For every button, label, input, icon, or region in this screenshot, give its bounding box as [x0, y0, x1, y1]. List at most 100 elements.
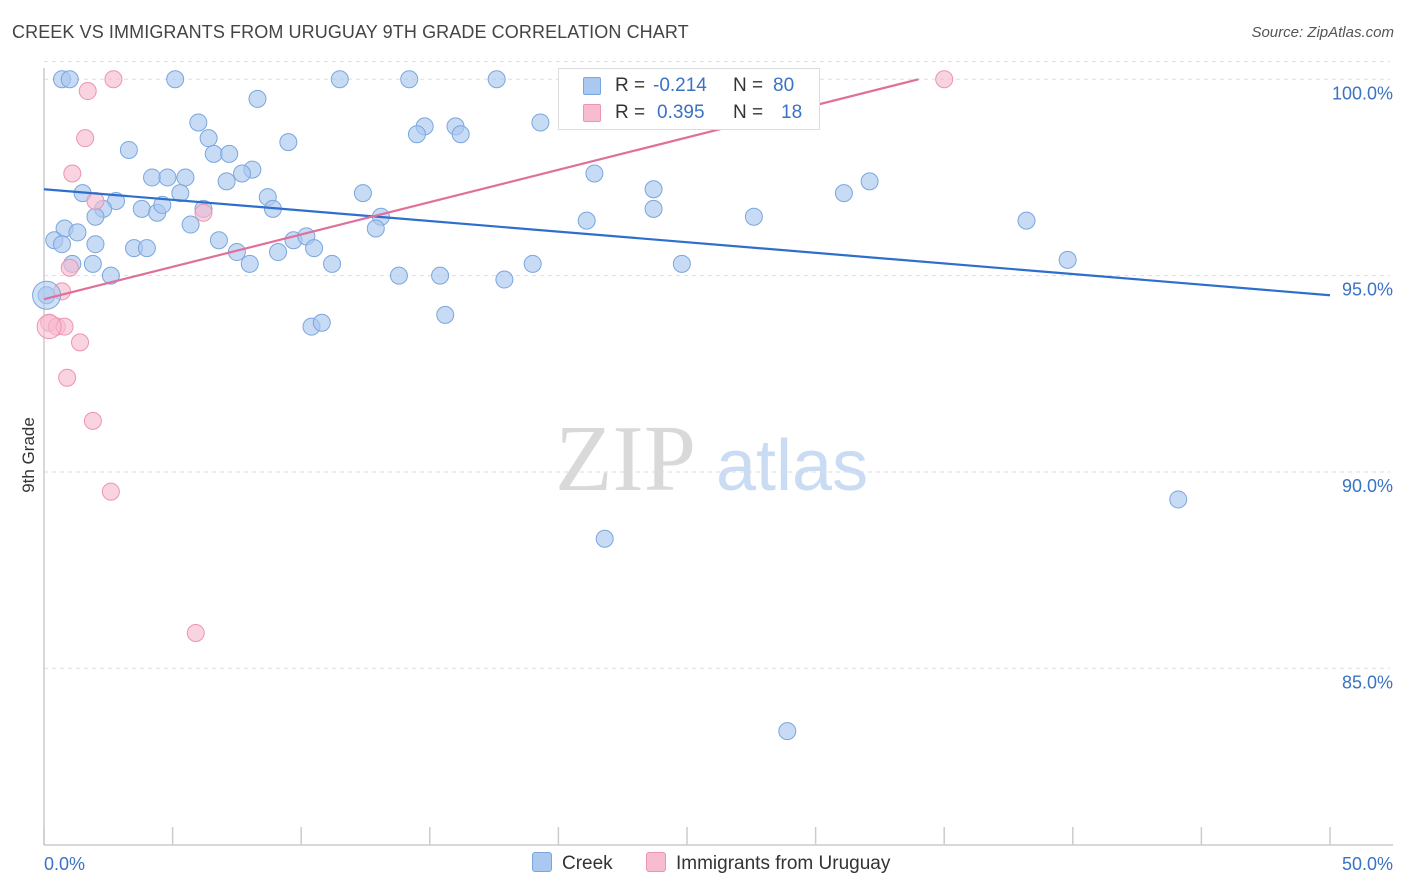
uruguay-point: [101, 482, 120, 501]
y-tick-label: 95.0%: [1342, 280, 1393, 300]
uruguay-swatch: [583, 104, 601, 122]
uruguay-n-value: 18: [781, 102, 803, 123]
creek-r-label: R =: [615, 75, 646, 96]
creek-point: [1017, 211, 1036, 230]
creek-point: [353, 184, 372, 203]
creek-point: [119, 140, 138, 159]
creek-point: [487, 70, 506, 89]
uruguay-point: [76, 129, 95, 148]
creek-point: [181, 215, 200, 234]
uruguay-point: [71, 333, 90, 352]
y-tick-label: 85.0%: [1342, 672, 1393, 692]
creek-point: [495, 270, 514, 289]
creek-point: [531, 113, 550, 132]
bottom-legend-uruguay: Immigrants from Uruguay: [646, 852, 890, 875]
y-tick-label: 90.0%: [1342, 476, 1393, 496]
creek-point: [778, 722, 797, 741]
creek-point: [199, 129, 218, 148]
creek-point: [68, 223, 87, 242]
x-tick-label-min: 0.0%: [44, 854, 85, 874]
creek-point: [171, 184, 190, 203]
bottom-creek-label: Creek: [562, 853, 613, 874]
creek-point: [233, 164, 252, 183]
stats-legend: R = -0.214 N = 80 R = 0.395 N = 18: [558, 68, 820, 130]
creek-point: [143, 168, 162, 187]
chart-title: CREEK VS IMMIGRANTS FROM URUGUAY 9TH GRA…: [12, 22, 689, 42]
creek-point: [644, 199, 663, 218]
creek-point: [431, 266, 450, 285]
source-label: Source: ZipAtlas.com: [1251, 24, 1394, 41]
creek-point: [451, 125, 470, 144]
uruguay-point: [186, 623, 205, 642]
uruguay-point: [104, 70, 123, 89]
grid-lines: [44, 61, 1390, 669]
creek-point: [400, 70, 419, 89]
bottom-uruguay-label: Immigrants from Uruguay: [676, 853, 891, 874]
creek-point: [595, 529, 614, 548]
uruguay-point: [935, 70, 954, 89]
creek-n-label: N =: [733, 75, 764, 96]
uruguay-point: [60, 258, 79, 277]
uruguay-point: [78, 82, 97, 101]
creek-point: [389, 266, 408, 285]
uruguay-n-label: N =: [733, 102, 764, 123]
creek-point: [366, 219, 385, 238]
uruguay-point: [83, 411, 102, 430]
creek-trend-line: [43, 188, 1331, 297]
creek-point: [860, 172, 879, 191]
creek-point: [644, 180, 663, 199]
creek-r-value: -0.214: [653, 75, 707, 96]
creek-point: [86, 207, 105, 226]
bottom-uruguay-swatch: [646, 852, 666, 872]
creek-point: [158, 168, 177, 187]
creek-point: [1058, 250, 1077, 269]
creek-point: [744, 207, 763, 226]
creek-point: [269, 243, 288, 262]
creek-point: [60, 70, 79, 89]
creek-point: [209, 231, 228, 250]
uruguay-point: [63, 164, 82, 183]
watermark: ZIP atlas: [555, 407, 868, 511]
creek-point: [407, 125, 426, 144]
creek-point: [312, 313, 331, 332]
creek-point: [176, 168, 195, 187]
uruguay-point: [194, 203, 213, 222]
creek-point: [240, 254, 259, 273]
y-tick-labels: 85.0% 90.0% 95.0% 100.0%: [1332, 83, 1393, 692]
creek-point: [166, 70, 185, 89]
creek-point: [305, 239, 324, 258]
creek-point: [1169, 490, 1188, 509]
creek-point: [137, 239, 156, 258]
watermark-atlas: atlas: [716, 426, 868, 506]
creek-point: [436, 305, 455, 324]
creek-point: [132, 199, 151, 218]
creek-point: [189, 113, 208, 132]
creek-point: [86, 235, 105, 254]
bottom-legend-creek: Creek: [532, 852, 613, 875]
uruguay-r-label: R =: [615, 102, 646, 123]
x-tick-labels: 0.0% 50.0%: [44, 854, 1393, 874]
creek-point: [53, 235, 72, 254]
creek-point: [323, 254, 342, 273]
uruguay-r-value: 0.395: [657, 102, 705, 123]
creek-point: [153, 195, 172, 214]
creek-point: [330, 70, 349, 89]
creek-point: [204, 144, 223, 163]
creek-point: [83, 254, 102, 273]
creek-point: [585, 164, 604, 183]
uruguay-point: [36, 314, 62, 340]
creek-n-value: 80: [773, 75, 795, 96]
x-tick-label-max: 50.0%: [1342, 854, 1393, 874]
creek-point: [248, 89, 267, 108]
axes: [43, 68, 1393, 846]
creek-point: [523, 254, 542, 273]
bottom-creek-swatch: [532, 852, 552, 872]
creek-point: [577, 211, 596, 230]
creek-point: [101, 266, 120, 285]
creek-point: [672, 254, 691, 273]
watermark-zip: ZIP: [555, 407, 696, 511]
y-tick-label: 100.0%: [1332, 83, 1393, 103]
uruguay-point: [58, 368, 77, 387]
data-points: [32, 70, 1188, 741]
